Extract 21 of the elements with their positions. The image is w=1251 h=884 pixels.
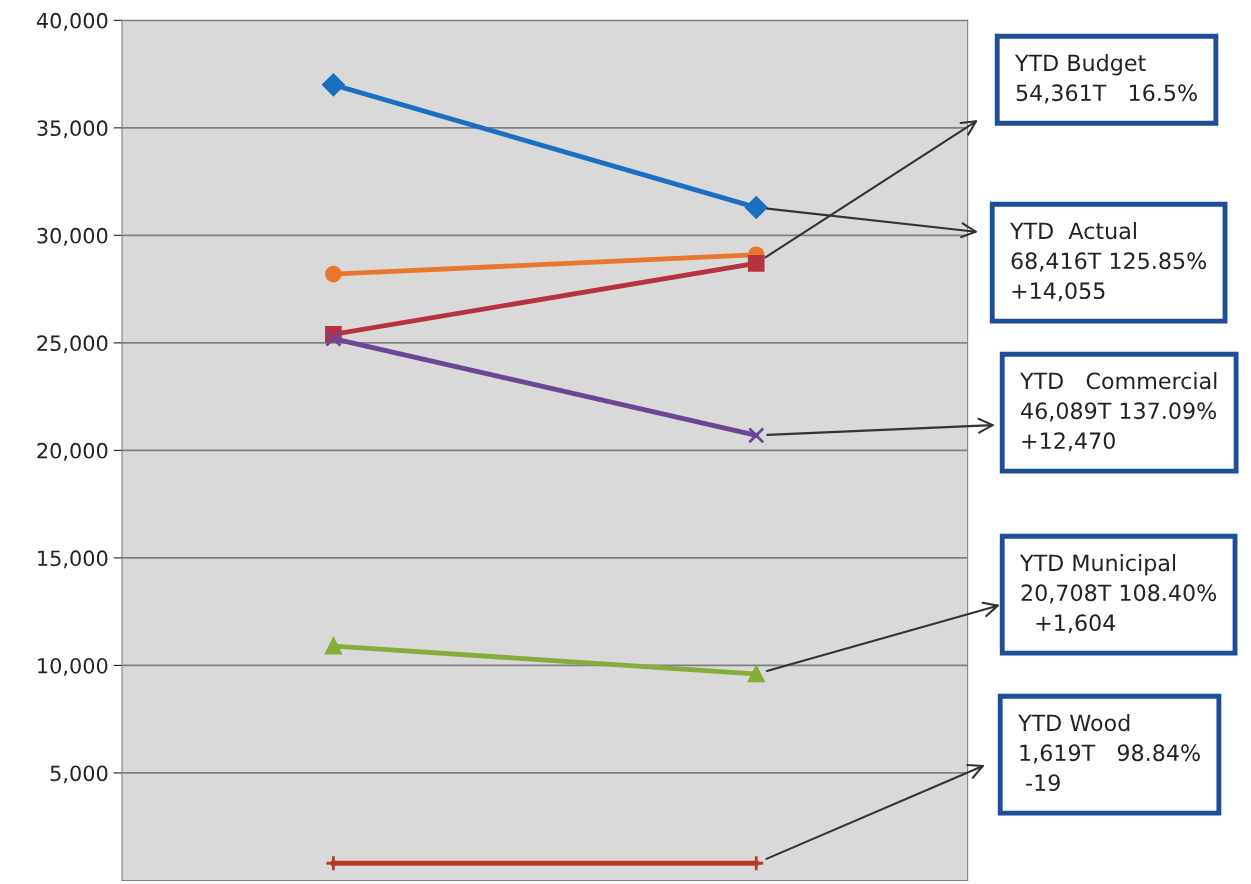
y-tick-label: 25,000: [37, 335, 108, 354]
y-tick-label: 20,000: [37, 442, 108, 461]
y-tick-label: 30,000: [37, 227, 108, 246]
y-tick-label: 5,000: [50, 765, 108, 784]
text: YTD Municipal 20,708T 108.40% +1,604: [1019, 554, 1217, 634]
point: [747, 427, 765, 444]
y-tick-label: 10,000: [38, 657, 108, 676]
point: [325, 330, 342, 347]
point: [747, 665, 765, 683]
text: YTD Actual 68,416T 125.85% +14,055: [1009, 222, 1207, 302]
point: [322, 73, 345, 97]
text: YTD Commercial 46,089T 137.09% +12,470: [1019, 372, 1217, 452]
y-tick-label: 35,000: [37, 120, 108, 139]
point: [745, 196, 768, 219]
text: YTD Wood 1,619T 98.84% -19: [1017, 714, 1200, 792]
point: [325, 637, 342, 655]
point: [325, 265, 342, 283]
y-tick-label: 40,000: [36, 12, 108, 31]
text: YTD Budget 54,361T 16.5%: [1014, 54, 1197, 104]
point: [747, 254, 765, 272]
y-tick-label: 15,000: [38, 550, 108, 569]
